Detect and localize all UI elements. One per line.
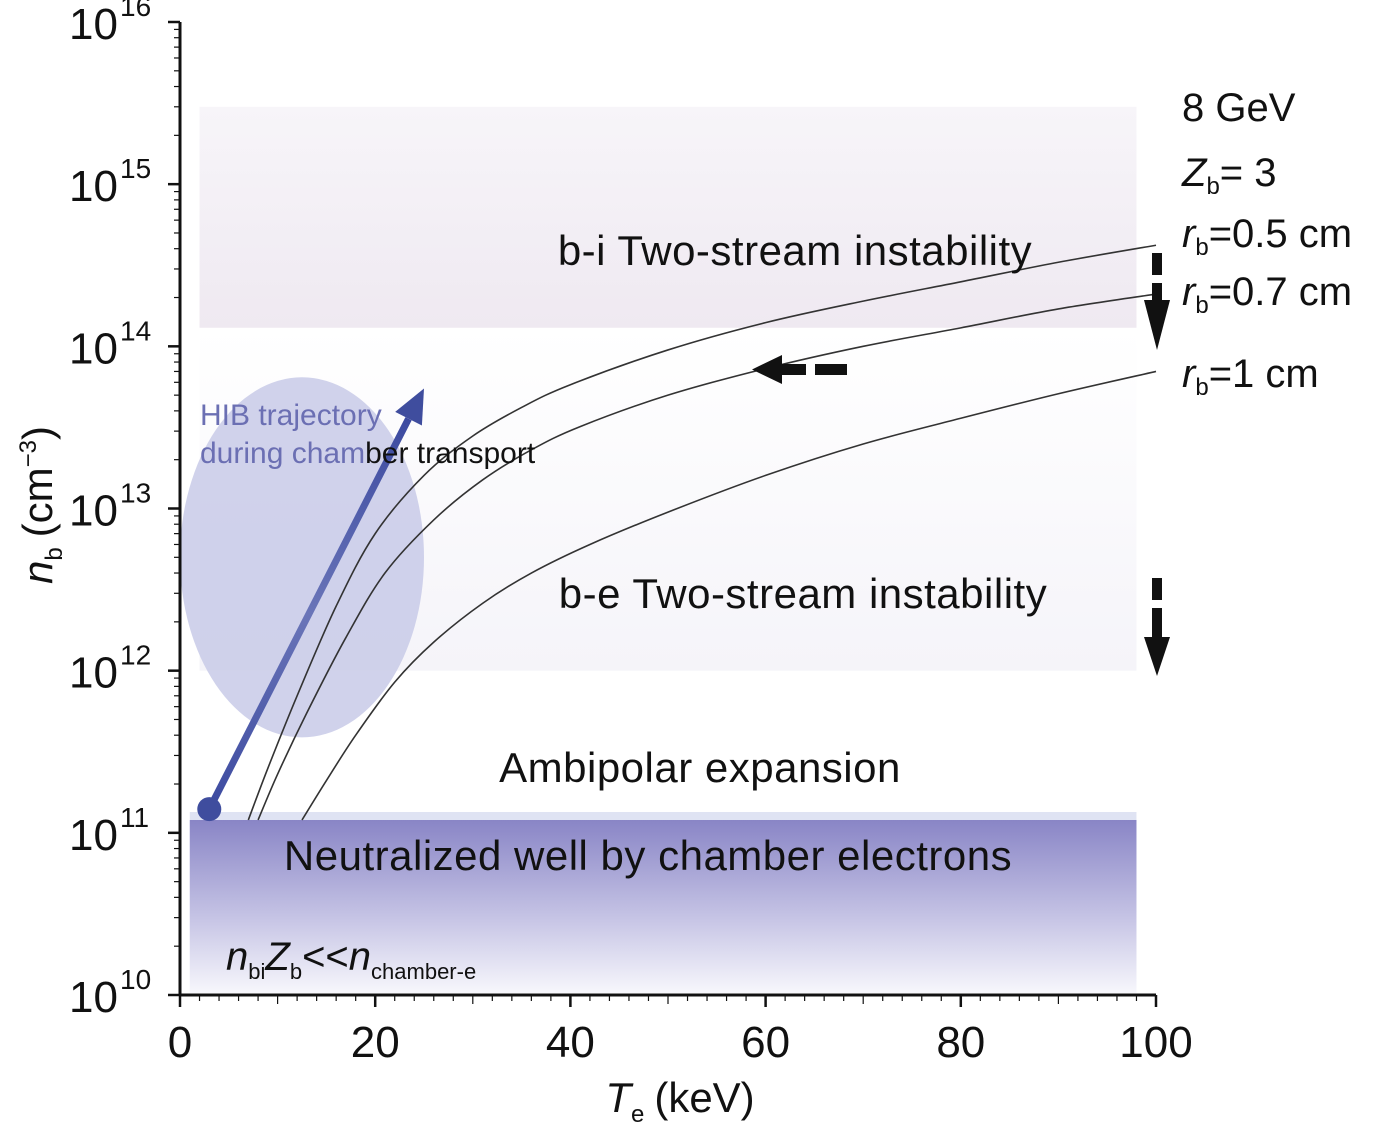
y-tick-label-base: 10 [69, 0, 118, 49]
y-axis-symbol: n [14, 561, 61, 584]
curve-label-r07-symbol: r [1182, 270, 1197, 314]
arrow-left-dash-2 [780, 364, 806, 375]
arrow-left-head [752, 355, 782, 384]
region-bi-band [199, 106, 1137, 328]
x-tick-label-0: 0 [168, 1018, 192, 1067]
x-axis-unit: (keV) [654, 1074, 754, 1121]
energy-label: 8 GeV [1182, 86, 1296, 130]
curve-group [247, 244, 1157, 821]
hib-label-line2-b: ber transport [365, 437, 536, 470]
arrow-down-mid-dash-1 [1152, 578, 1162, 600]
y-tick-label-exp: 12 [120, 640, 151, 671]
x-tick-label-40: 40 [546, 1018, 595, 1067]
y-tick-label-base: 10 [69, 811, 118, 860]
curve-label-r1-value: =1 cm [1209, 352, 1319, 396]
y-axis-unit-pre: (cm [14, 467, 61, 537]
arrow-down-top-dash-2 [1152, 283, 1162, 300]
y-tick-label-base: 10 [69, 487, 118, 536]
y-tick-label-exp: 15 [120, 153, 151, 184]
x-tick-label-60: 60 [741, 1018, 790, 1067]
hib-label-line2-a: during cham [200, 437, 365, 470]
y-tick-label-base: 10 [69, 162, 118, 211]
y-tick-label-exp: 11 [120, 802, 149, 833]
curve-label-r05-value: =0.5 cm [1209, 212, 1352, 256]
cond-n-sub: bi [248, 959, 265, 984]
hib-region-ellipse [180, 377, 424, 738]
curve-series-3 [301, 370, 1157, 821]
curve-label-r05-symbol: r [1182, 212, 1197, 256]
curve-label-r05-sub: b [1195, 234, 1208, 261]
x-axis-sub: e [631, 1101, 644, 1126]
arrow-down-mid-dash-2 [1152, 608, 1162, 637]
cond-z-sub: b [290, 959, 302, 984]
cond-n2-sub: chamber-e [371, 959, 476, 984]
y-axis-label: nb (cm−3) [14, 426, 68, 584]
x-tick-label-80: 80 [936, 1018, 985, 1067]
arrow-down-top-dash-1 [1152, 253, 1162, 275]
hib-label-line2: during chamber transport [200, 437, 536, 470]
trajectory-start-dot [197, 797, 222, 822]
curve-label-r05: rb=0.5 cm [1182, 212, 1352, 261]
hib-label-line1: HIB trajectory [200, 399, 382, 432]
hib-trajectory-arrow [197, 388, 424, 822]
cond-n: n [226, 935, 248, 979]
x-tick-label-20: 20 [351, 1018, 400, 1067]
y-tick-label-exp: 13 [120, 478, 151, 509]
region-neutralized-top-edge [189, 811, 1137, 820]
curve-label-r07-value: =0.7 cm [1209, 270, 1352, 314]
curve-label-r1-symbol: r [1182, 352, 1197, 396]
region-neutralized-band [189, 819, 1137, 993]
region-bi-label: b-i Two-stream instability [558, 227, 1032, 274]
arrow-left-dash-1 [815, 364, 847, 375]
cond-op: << [302, 935, 349, 979]
y-axis-unit-post: ) [14, 426, 61, 440]
curve-label-r1: rb=1 cm [1182, 352, 1319, 401]
trajectory-arrowhead [395, 388, 424, 426]
zb-symbol: Z [1181, 151, 1208, 195]
y-axis-sub: b [41, 547, 68, 560]
region-neutralized-label: Neutralized well by chamber electrons [284, 832, 1012, 879]
y-tick-label-exp: 10 [120, 964, 151, 995]
region-be-label: b-e Two-stream instability [559, 570, 1047, 617]
zb-value: = 3 [1220, 151, 1277, 195]
cond-z: Z [264, 935, 291, 979]
curve-series-1 [247, 244, 1157, 821]
region-ambipolar-label: Ambipolar expansion [499, 744, 901, 791]
x-axis-label: Te (keV) [605, 1074, 754, 1126]
y-tick-label-base: 10 [69, 324, 118, 373]
x-tick-label-100: 100 [1119, 1018, 1192, 1067]
zb-subscript: b [1206, 173, 1219, 200]
curve-series-2 [257, 293, 1157, 821]
direction-arrows [752, 253, 1170, 676]
arrow-down-top-head [1144, 300, 1170, 350]
trajectory-shaft [206, 417, 412, 811]
y-tick-label-exp: 16 [120, 0, 151, 22]
curve-label-r1-sub: b [1195, 374, 1208, 401]
zb-label: Zb= 3 [1181, 151, 1277, 200]
y-axis-unit-sup: −3 [15, 440, 42, 467]
y-tick-label-exp: 14 [120, 315, 151, 346]
x-axis-symbol: T [605, 1074, 634, 1121]
cond-n2: n [349, 935, 371, 979]
curve-label-r07-sub: b [1195, 292, 1208, 319]
condition-label: nbiZb<<nchamber-e [226, 935, 476, 984]
curve-label-r07: rb=0.7 cm [1182, 270, 1352, 319]
y-tick-label-base: 10 [69, 649, 118, 698]
y-tick-label-base: 10 [69, 973, 118, 1022]
arrow-down-mid-head [1144, 637, 1170, 676]
